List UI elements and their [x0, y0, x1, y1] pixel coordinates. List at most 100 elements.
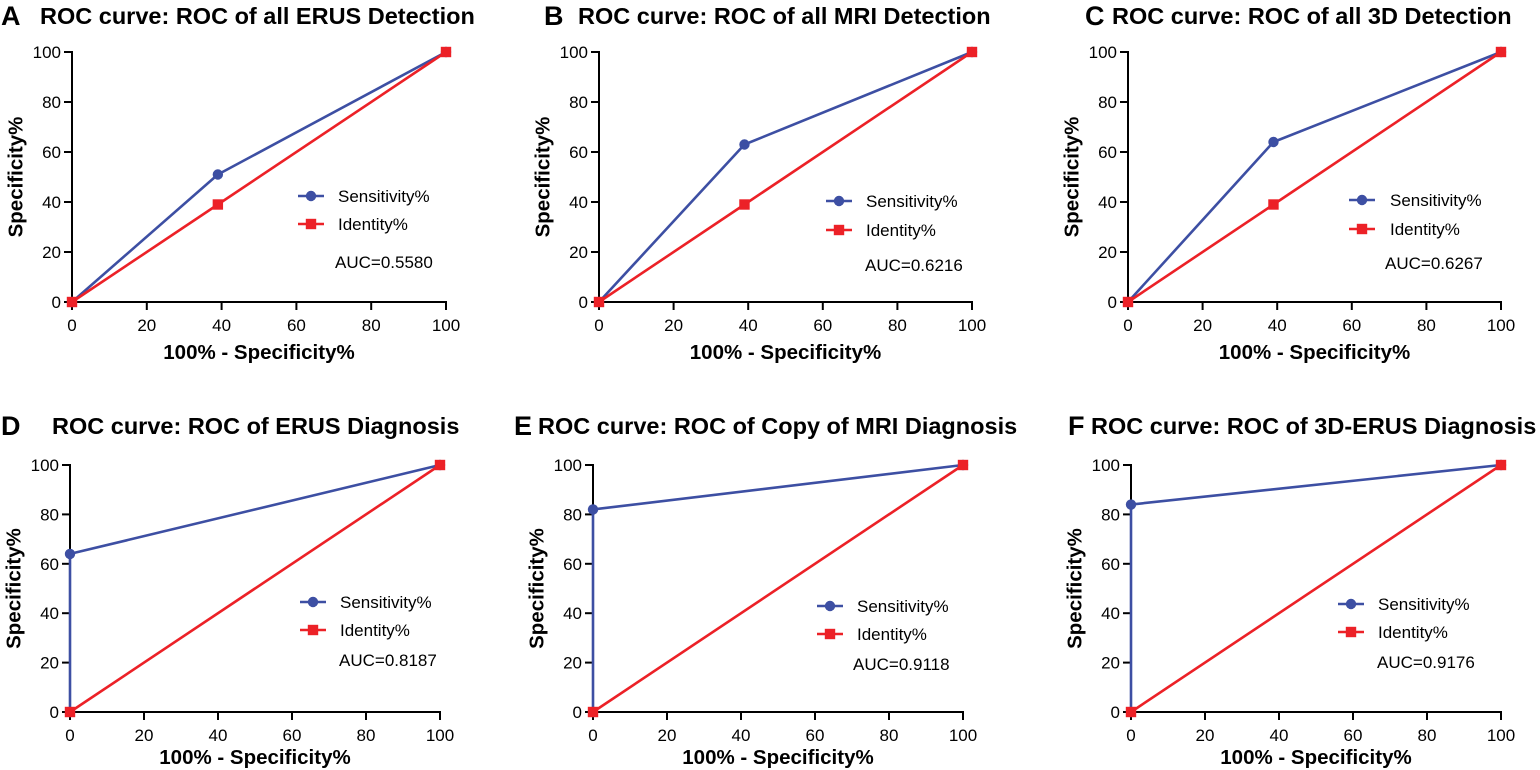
- panel-a: A ROC curve: ROC of all ERUS Detection 0 20…: [1, 1, 475, 364]
- legend-item-identity: Identity%: [1338, 623, 1448, 642]
- data-point-identity: [957, 459, 969, 471]
- legend-marker: [307, 596, 319, 608]
- legend-marker: [1356, 223, 1368, 235]
- x-tick-label: 20: [1196, 726, 1215, 745]
- y-tick-label: 40: [569, 193, 588, 212]
- x-tick-label: 80: [880, 726, 899, 745]
- x-axis-label: 100% - Specificity%: [690, 341, 881, 364]
- chart-title: ROC curve: ROC of ERUS Diagnosis: [52, 413, 459, 439]
- legend-label: Identity%: [338, 215, 408, 234]
- legend: Sensitivity% Identity%: [817, 597, 949, 644]
- panel-label: C: [1085, 1, 1105, 31]
- legend-label: Sensitivity%: [340, 593, 432, 612]
- y-tick-label: 80: [563, 505, 582, 524]
- y-tick-label: 100: [560, 43, 588, 62]
- data-point-identity: [1125, 706, 1137, 718]
- y-tick-label: 60: [1098, 143, 1117, 162]
- x-tick-label: 60: [287, 316, 306, 335]
- data-point-identity: [64, 706, 76, 718]
- data-point-sensitivity: [587, 504, 599, 515]
- data-point-identity: [66, 296, 78, 308]
- x-tick-label: 60: [1344, 726, 1363, 745]
- legend-label: Sensitivity%: [857, 597, 949, 616]
- legend-marker: [305, 218, 317, 230]
- legend-item-sensitivity: Sensitivity%: [298, 187, 430, 206]
- x-tick-label: 0: [1126, 726, 1135, 745]
- legend-label: Sensitivity%: [866, 192, 958, 211]
- x-tick-label: 80: [1418, 726, 1437, 745]
- x-tick-label: 0: [594, 316, 603, 335]
- x-tick-label: 100: [949, 726, 977, 745]
- auc-annotation: AUC=0.6216: [865, 256, 963, 275]
- x-tick-label: 100: [426, 726, 454, 745]
- y-tick-label: 60: [1101, 555, 1120, 574]
- y-axis-label: Specificity%: [2, 528, 25, 649]
- x-tick-label: 100: [1487, 316, 1515, 335]
- x-tick-label: 40: [732, 726, 751, 745]
- data-point-identity: [1495, 46, 1507, 58]
- legend-item-sensitivity: Sensitivity%: [1349, 191, 1482, 210]
- legend-marker: [824, 600, 836, 612]
- legend-label: Sensitivity%: [1378, 595, 1470, 614]
- legend: Sensitivity% Identity%: [1338, 595, 1470, 642]
- x-tick-label: 80: [362, 316, 381, 335]
- legend: Sensitivity% Identity%: [1349, 191, 1482, 239]
- y-tick-label: 100: [554, 456, 582, 475]
- y-tick-label: 60: [569, 143, 588, 162]
- y-axis-label: Specificity%: [4, 117, 27, 238]
- x-tick-label: 20: [137, 316, 156, 335]
- auc-annotation: AUC=0.6267: [1385, 254, 1483, 273]
- x-tick-label: 0: [1123, 316, 1132, 335]
- y-tick-label: 0: [50, 703, 59, 722]
- panel-d: D ROC curve: ROC of ERUS Diagnosis 0 20 40 60…: [1, 411, 459, 769]
- y-axis-label: Specificity%: [531, 117, 554, 238]
- legend-label: Identity%: [1378, 623, 1448, 642]
- y-tick-label: 100: [33, 43, 61, 62]
- auc-annotation: AUC=0.8187: [339, 651, 437, 670]
- x-axis-label: 100% - Specificity%: [1220, 746, 1411, 769]
- x-axis-label: 100% - Specificity%: [163, 341, 354, 364]
- legend: Sensitivity% Identity%: [826, 192, 958, 240]
- panel-e: E ROC curve: ROC of Copy of MRI Diagnosis…: [514, 411, 1017, 769]
- y-tick-label: 40: [40, 604, 59, 623]
- y-tick-label: 40: [1101, 604, 1120, 623]
- data-point-identity: [739, 199, 750, 210]
- legend-marker: [833, 224, 845, 236]
- y-tick-label: 20: [1101, 654, 1120, 673]
- data-point-sensitivity: [64, 548, 76, 560]
- data-point-sensitivity: [739, 139, 750, 150]
- data-point-identity: [587, 706, 599, 718]
- x-tick-label: 20: [664, 316, 683, 335]
- x-tick-label: 100: [958, 316, 986, 335]
- panel-label: E: [514, 411, 532, 441]
- chart-title: ROC curve: ROC of all 3D Detection: [1112, 3, 1512, 29]
- x-tick-label: 20: [135, 726, 154, 745]
- x-tick-label: 80: [1417, 316, 1436, 335]
- legend-item-identity: Identity%: [826, 221, 936, 240]
- legend-label: Sensitivity%: [1390, 191, 1482, 210]
- x-tick-label: 20: [658, 726, 677, 745]
- legend-marker: [1345, 598, 1357, 610]
- data-point-identity: [1268, 199, 1279, 210]
- y-tick-label: 20: [40, 654, 59, 673]
- y-tick-label: 0: [1108, 293, 1117, 312]
- y-tick-label: 20: [569, 243, 588, 262]
- legend-item-identity: Identity%: [298, 215, 408, 234]
- data-point-identity: [212, 199, 224, 210]
- legend: Sensitivity% Identity%: [300, 593, 432, 640]
- chart-title: ROC curve: ROC of all ERUS Detection: [40, 3, 475, 29]
- panel-label: F: [1068, 411, 1085, 441]
- y-tick-label: 80: [1101, 505, 1120, 524]
- x-tick-label: 60: [1342, 316, 1361, 335]
- legend-label: Identity%: [1390, 220, 1460, 239]
- y-tick-label: 40: [42, 193, 61, 212]
- x-tick-label: 40: [212, 316, 231, 335]
- y-tick-label: 20: [42, 243, 61, 262]
- chart-title: ROC curve: ROC of all MRI Detection: [578, 3, 991, 29]
- data-point-identity: [1122, 296, 1134, 308]
- x-tick-label: 60: [813, 316, 832, 335]
- panel-b: B ROC curve: ROC of all MRI Detection 0 20 4…: [531, 1, 990, 364]
- legend-label: Sensitivity%: [338, 187, 430, 206]
- y-axis-label: Specificity%: [1063, 528, 1086, 649]
